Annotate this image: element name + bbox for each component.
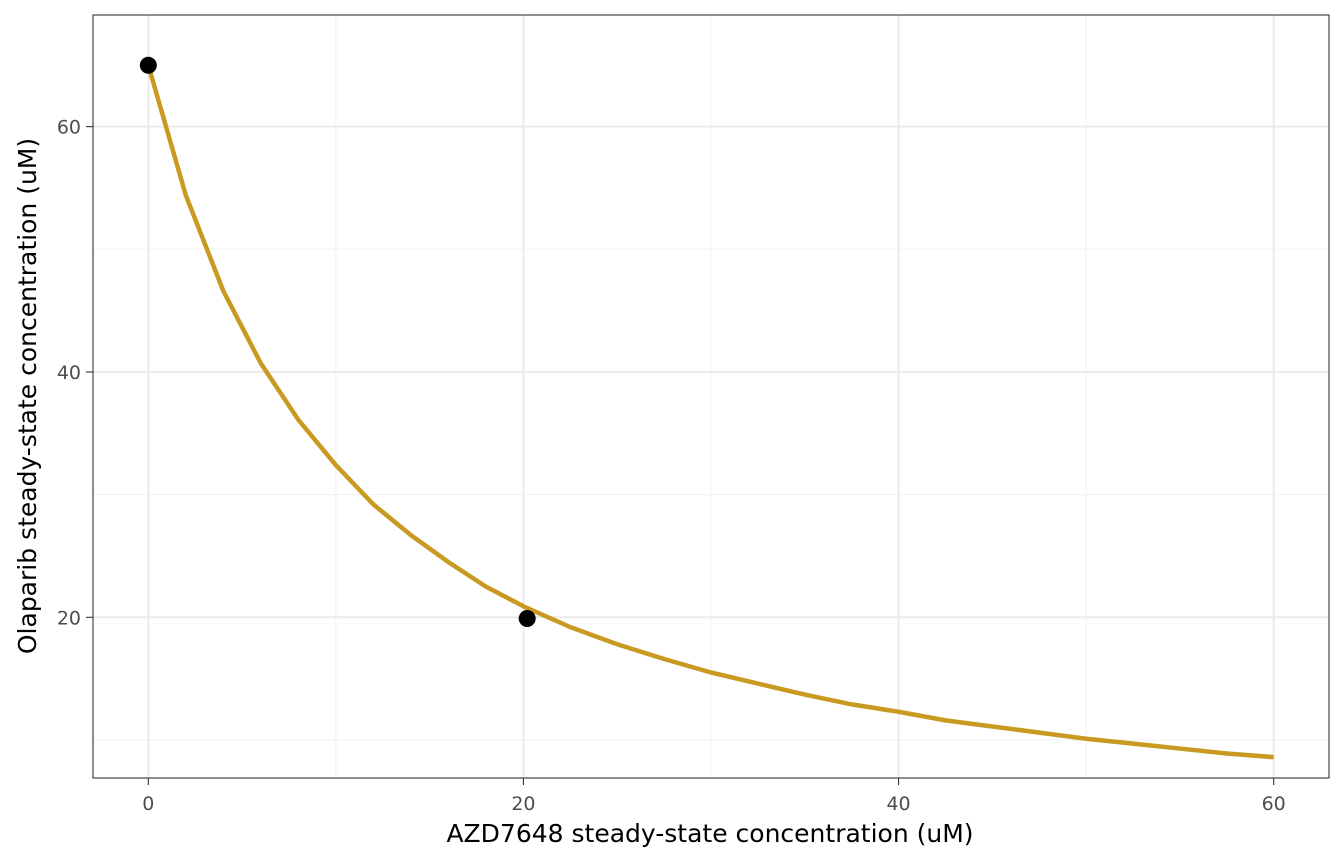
data-point (139, 56, 157, 74)
x-tick-label: 60 (1262, 793, 1286, 815)
y-tick-label: 60 (57, 117, 81, 139)
major-gridlines (93, 15, 1329, 778)
x-axis-ticks: 0 20 40 60 (142, 778, 1286, 815)
y-tick-label: 20 (57, 607, 81, 629)
data-point (518, 610, 536, 628)
minor-gridlines (93, 15, 1329, 778)
y-axis-ticks: 20 40 60 (57, 117, 93, 629)
x-axis-title: AZD7648 steady-state concentration (uM) (446, 819, 973, 848)
plot-panel-border (92, 14, 1330, 779)
y-tick-label: 40 (57, 362, 81, 384)
x-tick-label: 40 (886, 793, 910, 815)
y-axis-title: Olaparib steady-state concentration (uM) (13, 138, 42, 654)
data-series (139, 56, 1274, 760)
x-tick-label: 0 (142, 793, 154, 815)
x-tick-label: 20 (511, 793, 535, 815)
curve-line (146, 64, 1274, 760)
